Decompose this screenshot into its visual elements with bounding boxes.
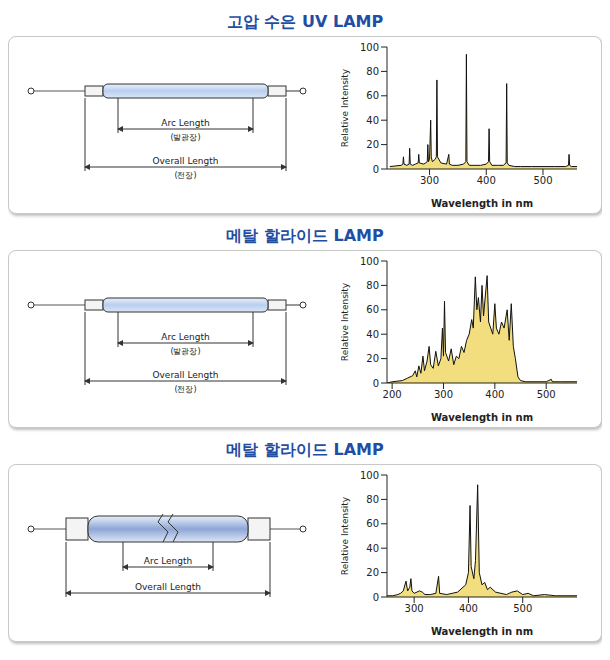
svg-text:80: 80	[366, 280, 379, 291]
svg-text:60: 60	[366, 90, 379, 101]
html-text:메탈 할라이드 LAMP: 메탈 할라이드 LAMP	[226, 440, 384, 459]
svg-text:200: 200	[383, 389, 402, 400]
svg-text:Wavelength in nm: Wavelength in nm	[431, 412, 533, 423]
svg-text:Overall Length: Overall Length	[152, 156, 218, 166]
svg-text:Wavelength in nm: Wavelength in nm	[431, 626, 533, 637]
svg-text:Relative Intensity: Relative Intensity	[341, 68, 350, 147]
svg-text:20: 20	[366, 353, 379, 364]
svg-text:Arc Length: Arc Length	[144, 556, 193, 566]
svg-text:Overall Length: Overall Length	[135, 582, 201, 592]
svg-text:80: 80	[366, 66, 379, 77]
svg-text:Relative Intensity: Relative Intensity	[341, 282, 350, 361]
svg-text:20: 20	[366, 567, 379, 578]
svg-text:Overall Length: Overall Length	[152, 370, 218, 380]
svg-text:400: 400	[459, 603, 478, 614]
svg-text:100: 100	[360, 42, 379, 53]
svg-text:300: 300	[434, 389, 453, 400]
svg-text:Arc Length: Arc Length	[161, 332, 210, 342]
html-text:메탈 할라이드 LAMP: 메탈 할라이드 LAMP	[226, 226, 384, 245]
svg-text:40: 40	[366, 329, 379, 340]
svg-text:60: 60	[366, 304, 379, 315]
svg-text:Wavelength in nm: Wavelength in nm	[431, 198, 533, 209]
html-text:고압 수은 UV LAMP: 고압 수은 UV LAMP	[226, 12, 384, 31]
svg-text:0: 0	[373, 592, 379, 603]
svg-text:100: 100	[360, 256, 379, 267]
svg-text:(전장): (전장)	[174, 385, 196, 394]
svg-text:100: 100	[360, 470, 379, 481]
svg-text:400: 400	[477, 175, 496, 186]
svg-text:40: 40	[366, 543, 379, 554]
svg-text:Relative Intensity: Relative Intensity	[341, 496, 350, 575]
svg-text:(발광장): (발광장)	[170, 133, 200, 142]
svg-text:0: 0	[373, 164, 379, 175]
svg-text:400: 400	[485, 389, 504, 400]
svg-text:80: 80	[366, 494, 379, 505]
svg-text:500: 500	[513, 603, 532, 614]
svg-text:(전장): (전장)	[174, 171, 196, 180]
svg-text:500: 500	[533, 175, 552, 186]
svg-text:300: 300	[420, 175, 439, 186]
svg-text:60: 60	[366, 518, 379, 529]
svg-text:20: 20	[366, 139, 379, 150]
svg-text:Arc Length: Arc Length	[161, 118, 210, 128]
svg-text:(발광장): (발광장)	[170, 347, 200, 356]
svg-text:500: 500	[537, 389, 556, 400]
svg-text:40: 40	[366, 115, 379, 126]
svg-text:0: 0	[373, 378, 379, 389]
svg-text:300: 300	[405, 603, 424, 614]
